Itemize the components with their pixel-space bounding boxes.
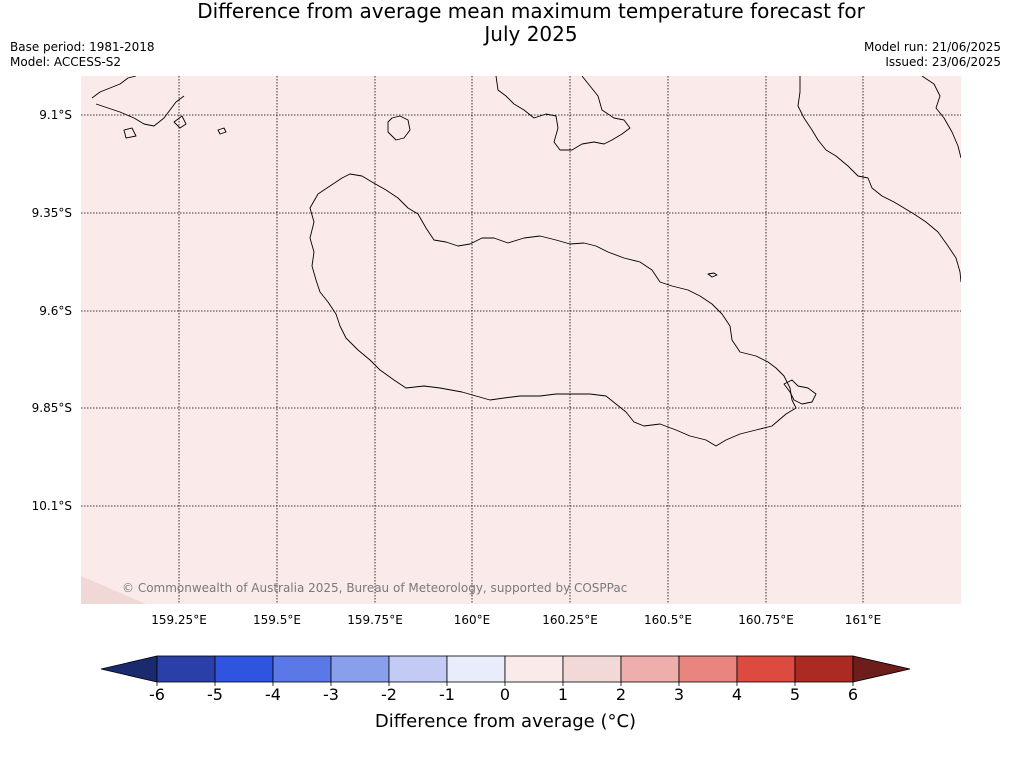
meta-left: Base period: 1981-2018 Model: ACCESS-S2 xyxy=(10,40,155,70)
model-run: Model run: 21/06/2025 xyxy=(863,40,1001,54)
longitude-label: 160.5°E xyxy=(644,613,692,627)
colorbar-segment xyxy=(214,655,274,683)
colorbar-tick-label: 3 xyxy=(674,685,684,704)
latitude-label: 9.6°S xyxy=(39,304,72,318)
colorbar-segment xyxy=(272,655,332,683)
colorbar-segment xyxy=(446,655,506,683)
colorbar-segment xyxy=(156,655,216,683)
map-title: Difference from average mean maximum tem… xyxy=(130,0,932,46)
colorbar-segment xyxy=(562,655,622,683)
coastlines xyxy=(91,76,961,447)
issued-date: Issued: 23/06/2025 xyxy=(885,55,1001,69)
title-line-1: Difference from average mean maximum tem… xyxy=(197,0,865,23)
colorbar-tick-label: -2 xyxy=(381,685,397,704)
graticule xyxy=(81,76,961,604)
small-island-coastline xyxy=(387,115,411,141)
map-area xyxy=(81,76,961,604)
longitude-label: 160.75°E xyxy=(738,613,794,627)
colorbar-tick-label: 2 xyxy=(616,685,626,704)
title-line-2: July 2025 xyxy=(484,22,578,46)
latitude-labels: 9.1°S 9.35°S 9.6°S 9.85°S 10.1°S xyxy=(32,108,72,513)
colorbar-tick-label: 4 xyxy=(732,685,742,704)
base-period: Base period: 1981-2018 xyxy=(10,40,155,54)
colorbar-tick-label: -5 xyxy=(207,685,223,704)
colorbar-over-arrow xyxy=(852,655,911,683)
colorbar-tick-label: -4 xyxy=(265,685,281,704)
colorbar-tick-label: -3 xyxy=(323,685,339,704)
colorbar-segment xyxy=(330,655,390,683)
map-corner-shade xyxy=(81,576,146,604)
longitude-label: 160.25°E xyxy=(542,613,598,627)
colorbar-under-arrow xyxy=(100,655,158,683)
meta-right: Model run: 21/06/2025 Issued: 23/06/2025 xyxy=(864,40,1001,70)
longitude-label: 159.25°E xyxy=(151,613,207,627)
colorbar-tick-label: 0 xyxy=(500,685,510,704)
latitude-label: 10.1°S xyxy=(32,499,72,513)
copyright-notice: © Commonwealth of Australia 2025, Bureau… xyxy=(122,581,627,595)
longitude-labels: 159.25°E 159.5°E 159.75°E 160°E 160.25°E 160.… xyxy=(151,613,881,627)
north-central-islands-coastline xyxy=(495,76,631,151)
latitude-label: 9.1°S xyxy=(39,108,72,122)
longitude-label: 160°E xyxy=(454,613,491,627)
longitude-label: 161°E xyxy=(845,613,882,627)
model-name: Model: ACCESS-S2 xyxy=(10,55,122,69)
colorbar: -6 -5 -4 -3 -2 -1 0 1 2 3 4 5 6 xyxy=(100,655,911,704)
colorbar-segment xyxy=(794,655,854,683)
colorbar-segment xyxy=(504,655,564,683)
latitude-label: 9.35°S xyxy=(32,206,72,220)
colorbar-segment xyxy=(388,655,448,683)
colorbar-segment xyxy=(620,655,680,683)
northeast-island-coastline xyxy=(921,76,961,159)
colorbar-tick-label: -1 xyxy=(439,685,455,704)
northeast-coastline xyxy=(797,76,961,283)
latitude-label: 9.85°S xyxy=(32,401,72,415)
eastern-islet-coastline xyxy=(783,379,817,405)
longitude-label: 159.75°E xyxy=(347,613,403,627)
colorbar-title: Difference from average (°C) xyxy=(374,711,637,732)
reef-marker xyxy=(707,272,718,278)
longitude-label: 159.5°E xyxy=(253,613,301,627)
colorbar-tick-label: 1 xyxy=(558,685,568,704)
colorbar-segment xyxy=(678,655,738,683)
colorbar-tick-label: 5 xyxy=(790,685,800,704)
colorbar-segment xyxy=(736,655,796,683)
colorbar-tick-label: -6 xyxy=(149,685,165,704)
colorbar-tick-label: 6 xyxy=(848,685,858,704)
main-island-coastline xyxy=(309,173,797,447)
northwest-islands-coastline xyxy=(91,76,227,139)
